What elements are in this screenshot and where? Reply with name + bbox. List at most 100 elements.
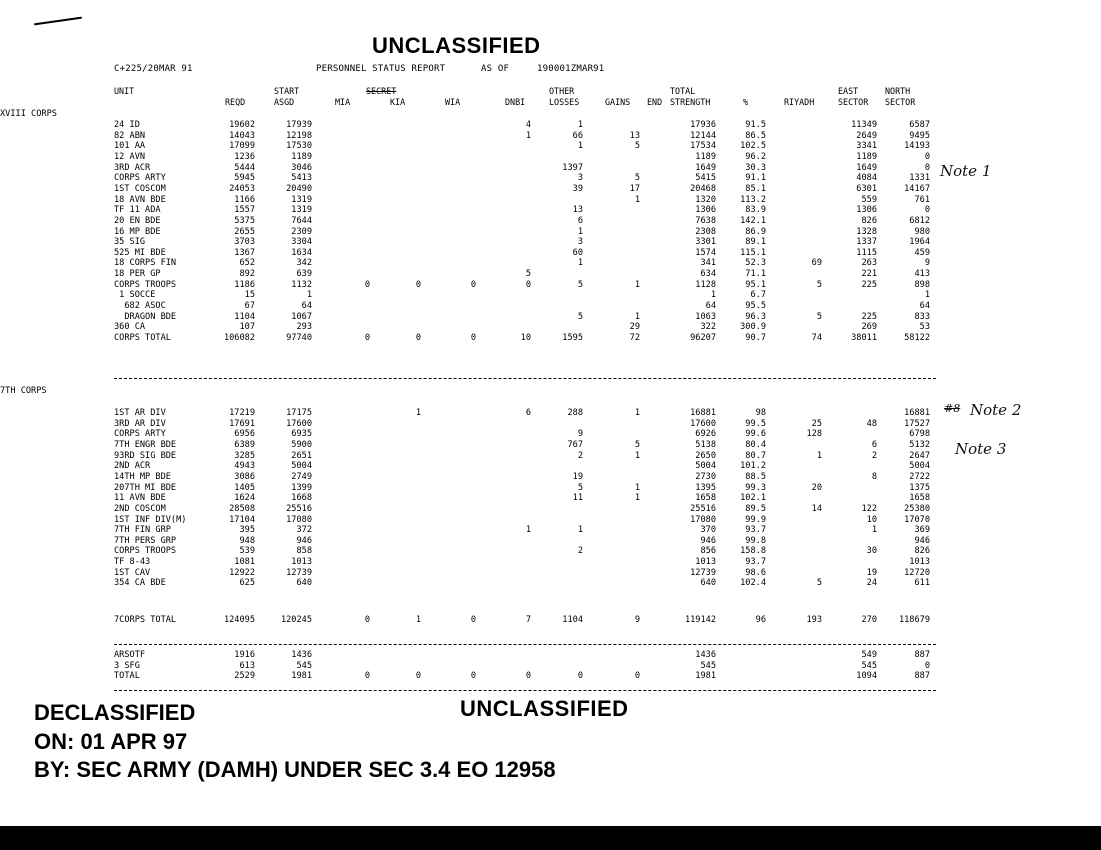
cell-east-sector: 30	[866, 546, 877, 557]
cell-other-losses: 0	[577, 671, 583, 682]
cell-reqd: 1916	[234, 650, 255, 660]
cell-east-sector: 24	[866, 578, 877, 589]
cell-total-strength: 5138	[695, 439, 716, 450]
cell-total-strength: 1395	[695, 482, 716, 493]
cell-other-losses: 1104	[562, 615, 583, 625]
cell-other-losses: 39	[572, 183, 583, 194]
table-row: 354 CA BDE 625 640 640 102.4 5 24 611	[0, 578, 950, 589]
cell-start-asgd: 12198	[286, 130, 312, 141]
cell-east-sector: 545	[861, 660, 877, 671]
cell-north-sector: 898	[914, 279, 930, 290]
cell-total-strength: 6926	[695, 429, 716, 440]
table-row: DRAGON BDE 1104 1067 5 1 1063 96.3 5 225 833	[0, 312, 950, 323]
cell-other-losses: 5	[577, 279, 583, 290]
cell-north-sector: 9	[924, 258, 930, 269]
handwritten-note-2: Note 2	[970, 401, 1022, 419]
cell-reqd: 1186	[234, 279, 255, 290]
cell-kia: 0	[415, 671, 421, 682]
cell-unit: 525 MI BDE	[114, 247, 166, 258]
table-row: 682 ASOC 67 64 64 95.5 64	[0, 301, 950, 312]
cell-start-asgd: 639	[296, 269, 312, 280]
cell-north-sector: 14193	[904, 141, 930, 152]
cell-total-strength: 341	[700, 258, 716, 269]
cell-start-asgd: 1013	[291, 557, 312, 568]
col-percent: %	[743, 97, 749, 107]
struck-handwritten-mark: #8	[944, 402, 961, 415]
cell-east-sector: 3341	[856, 141, 877, 152]
cell-reqd: 12922	[229, 567, 255, 578]
cell-north-sector: 64	[919, 301, 930, 312]
cell-unit: 35 SIG	[114, 237, 146, 248]
cell-kia: 0	[415, 279, 421, 290]
cell-gains: 0	[634, 671, 640, 682]
cell-riyadh: 74	[811, 333, 822, 343]
cell-east-sector: 1189	[856, 151, 877, 162]
cell-start-asgd: 25516	[286, 503, 312, 514]
cell-start-asgd: 1319	[291, 194, 312, 205]
table-row: 101 AA 17099 17530 1 5 17534 102.5 3341 14193	[0, 141, 950, 152]
cell-east-sector: 225	[861, 279, 877, 290]
cell-start-asgd: 293	[296, 322, 312, 333]
cell-east-sector: 1115	[856, 247, 877, 258]
cell-gains: 9	[634, 615, 640, 625]
cell-dnbi: 5	[525, 269, 531, 280]
cell-other-losses: 66	[572, 130, 583, 141]
cell-percent: 86.5	[745, 130, 766, 141]
cell-riyadh: 25	[811, 418, 822, 429]
table-row: ARSOTF 1916 1436 1436 549 887	[0, 650, 950, 661]
cell-unit: 18 PER GP	[114, 269, 161, 280]
cell-unit: 14TH MP BDE	[114, 471, 171, 482]
cell-other-losses: 60	[572, 247, 583, 258]
table-row: 7TH PERS GRP 948 946 946 99.8 946	[0, 536, 950, 547]
cell-unit: 3RD AR DIV	[114, 418, 166, 429]
cell-unit: 2ND ACR	[114, 461, 151, 472]
cell-reqd: 24053	[229, 183, 255, 194]
cell-north-sector: 5004	[909, 461, 930, 472]
cell-north-sector: 25380	[904, 503, 930, 514]
table-row: 3 SFG 613 545 545 545 0	[0, 661, 950, 672]
cell-total-strength: 12739	[690, 567, 716, 578]
cell-start-asgd: 3304	[291, 237, 312, 248]
cell-north-sector: 58122	[904, 333, 930, 343]
cell-other-losses: 5	[577, 482, 583, 493]
cell-north-sector: 459	[914, 247, 930, 258]
cell-reqd: 19602	[229, 120, 255, 130]
cell-percent: 98.6	[745, 567, 766, 578]
cell-east-sector: 6	[871, 439, 877, 450]
table-row: CORPS ARTY 5945 5413 3 5 5415 91.1 4084 1331	[0, 173, 950, 184]
table-row: 82 ABN 14043 12198 1 66 13 12144 86.5 2649 9495	[0, 131, 950, 142]
cell-riyadh: 5	[816, 279, 822, 290]
cell-north-sector: 17527	[904, 418, 930, 429]
cell-reqd: 5375	[234, 215, 255, 226]
cell-mia: 0	[364, 671, 370, 682]
report-title: PERSONNEL STATUS REPORT	[316, 64, 446, 74]
report-reference: C+225/20MAR 91	[114, 64, 193, 74]
col-riyadh: RIYADH	[784, 97, 815, 107]
cell-reqd: 2529	[234, 671, 255, 682]
cell-percent: 98	[755, 408, 766, 418]
cell-unit: TF 11 ADA	[114, 205, 161, 216]
cell-start-asgd: 17175	[286, 408, 312, 418]
cell-north-sector: 980	[914, 226, 930, 237]
cell-other-losses: 3	[577, 173, 583, 184]
cell-reqd: 67	[244, 301, 255, 312]
cell-east-sector: 2	[871, 450, 877, 461]
cell-other-losses: 11	[572, 493, 583, 504]
cell-dnbi: 10	[520, 333, 531, 343]
cell-total-strength: 2730	[695, 471, 716, 482]
cell-east-sector: 38011	[851, 333, 877, 343]
cell-percent: 83.9	[745, 205, 766, 216]
cell-wia: 0	[470, 671, 476, 682]
col-mia: MIA	[335, 97, 351, 107]
cell-reqd: 1367	[234, 247, 255, 258]
table-row: 3RD ACR 5444 3046 1397 1649 30.3 1649 0	[0, 163, 950, 174]
section-title: 7TH CORPS	[0, 386, 47, 396]
col-unit: UNIT	[114, 86, 135, 96]
cell-total-strength: 17534	[690, 141, 716, 152]
cell-total-strength: 1981	[695, 671, 716, 682]
cell-east-sector: 1649	[856, 162, 877, 173]
classification-banner-top: UNCLASSIFIED	[372, 33, 541, 58]
cell-reqd: 14043	[229, 130, 255, 141]
cell-other-losses: 1	[577, 141, 583, 152]
cell-total-strength: 17080	[690, 514, 716, 525]
